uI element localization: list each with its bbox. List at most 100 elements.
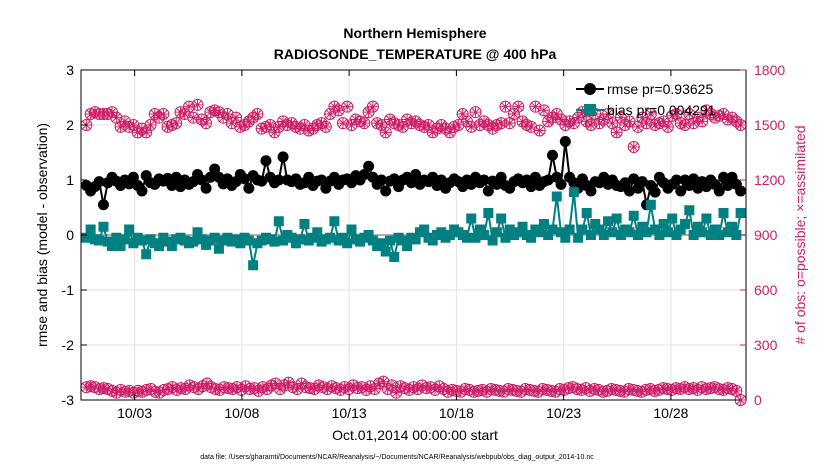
- obs-assimilated-point: [410, 115, 422, 127]
- obs-assimilated-point: [713, 383, 725, 395]
- obs-assimilated-point: [412, 383, 424, 395]
- bias-point: [295, 234, 306, 245]
- obs-assimilated-point: [328, 101, 340, 113]
- obs-assimilated-point: [257, 381, 269, 393]
- bias-point: [577, 224, 588, 235]
- obs-assimilated-point: [511, 385, 523, 397]
- obs-assimilated-point: [619, 119, 631, 131]
- bias-point: [551, 191, 562, 202]
- obs-assimilated-point: [377, 376, 389, 388]
- obs-assimilated-point: [197, 380, 209, 392]
- bias-point: [688, 230, 699, 240]
- bias-point: [611, 213, 622, 224]
- obs-assimilated-point: [136, 123, 148, 135]
- obs-assimilated-point: [567, 381, 579, 393]
- bias-point: [107, 241, 118, 251]
- obs-assimilated-point: [435, 119, 447, 131]
- bias-point: [534, 227, 545, 238]
- obs-assimilated-point: [397, 121, 409, 133]
- obs-assimilated-point: [260, 121, 272, 133]
- obs-assimilated-point: [459, 383, 471, 395]
- obs-assimilated-point: [247, 112, 259, 124]
- bias-point: [526, 232, 537, 243]
- bias-point: [624, 227, 635, 238]
- obs-assimilated-point: [521, 119, 533, 131]
- obs-assimilated-point: [294, 123, 306, 135]
- rmse-point: [636, 176, 648, 188]
- obs-assimilated-point: [559, 119, 571, 131]
- obs-assimilated-point: [80, 381, 92, 393]
- obs-assimilated-point: [482, 119, 494, 131]
- obs-assimilated-point: [491, 119, 503, 131]
- rmse-point: [546, 149, 558, 161]
- obs-assimilated-point: [188, 381, 200, 393]
- obs-assimilated-point: [494, 385, 506, 397]
- obs-assimilated-point: [321, 383, 333, 395]
- obs-assimilated-point: [508, 108, 520, 120]
- bias-point: [564, 224, 575, 235]
- rmse-point: [239, 173, 251, 185]
- bias-point: [192, 227, 203, 238]
- rmse-point: [649, 186, 661, 198]
- rmse-point: [559, 136, 571, 147]
- obs-assimilated-point: [132, 385, 144, 397]
- obs-assimilated-point: [722, 114, 734, 125]
- bias-point: [603, 216, 614, 227]
- y2-tick-label: 0: [754, 392, 762, 408]
- obs-assimilated-point: [632, 121, 644, 133]
- obs-assimilated-point: [221, 108, 233, 120]
- bias-point: [709, 224, 720, 235]
- obs-assimilated-point: [119, 386, 131, 398]
- obs-assimilated-point: [405, 117, 417, 129]
- rmse-point: [722, 180, 734, 191]
- obs-assimilated-point: [277, 115, 289, 127]
- obs-assimilated-point: [102, 383, 114, 395]
- obs-assimilated-point: [700, 383, 712, 395]
- obs-assimilated-point: [532, 386, 544, 398]
- obs-assimilated-point: [495, 117, 507, 129]
- obs-assimilated-point: [623, 383, 635, 395]
- rmse-point: [166, 180, 178, 191]
- obs-assimilated-point: [401, 114, 413, 125]
- obs-assimilated-point: [110, 387, 122, 399]
- obs-assimilated-point: [132, 126, 144, 138]
- obs-assimilated-point: [218, 381, 230, 393]
- obs-assimilated-point: [89, 106, 101, 118]
- bias-point: [329, 216, 340, 227]
- obs-assimilated-point: [661, 383, 673, 395]
- obs-assimilated-point: [631, 385, 643, 397]
- obs-assimilated-point: [481, 386, 493, 398]
- obs-assimilated-point: [364, 380, 376, 392]
- obs-assimilated-point: [251, 108, 263, 120]
- rmse-point: [97, 199, 109, 211]
- obs-assimilated-point: [162, 383, 174, 395]
- bias-point: [714, 230, 725, 240]
- obs-assimilated-point: [333, 104, 345, 116]
- bias-point: [470, 232, 481, 243]
- rmse-point: [170, 171, 182, 183]
- obs-assimilated-point: [551, 108, 563, 120]
- obs-assimilated-point: [653, 384, 665, 396]
- y-tick-label: 0: [66, 227, 74, 243]
- bias-point: [722, 227, 733, 238]
- obs-assimilated-point: [296, 378, 308, 389]
- bias-point: [491, 227, 502, 238]
- obs-assimilated-point: [670, 108, 682, 120]
- bias-point: [654, 230, 665, 240]
- obs-assimilated-point: [474, 119, 486, 131]
- rmse-point: [277, 151, 289, 163]
- obs-assimilated-point: [209, 104, 221, 116]
- obs-assimilated-point: [414, 119, 426, 131]
- obs-assimilated-point: [687, 382, 699, 394]
- rmse-point: [713, 185, 725, 197]
- obs-assimilated-point: [226, 117, 238, 129]
- obs-assimilated-point: [457, 108, 469, 120]
- bias-point: [308, 232, 319, 243]
- obs-assimilated-point: [158, 384, 170, 396]
- y-axis-label: rmse and bias (model - observation): [34, 123, 50, 347]
- obs-assimilated-point: [375, 119, 387, 131]
- rmse-point: [204, 171, 216, 183]
- rmse-point: [427, 171, 439, 183]
- obs-assimilated-point: [562, 382, 574, 394]
- obs-assimilated-point: [269, 126, 281, 138]
